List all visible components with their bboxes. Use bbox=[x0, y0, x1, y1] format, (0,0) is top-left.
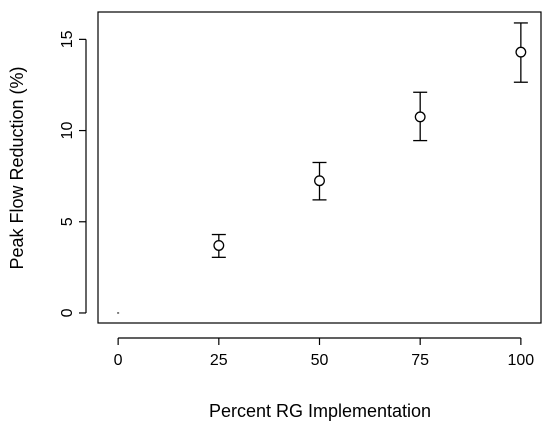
y-tick-label: 10 bbox=[59, 122, 76, 140]
point-marker bbox=[314, 175, 325, 187]
y-axis: 0 5 10 15 bbox=[59, 30, 87, 317]
point-marker bbox=[213, 240, 225, 251]
data-point bbox=[211, 233, 226, 258]
y-tick-label: 5 bbox=[59, 217, 76, 226]
data-point bbox=[513, 22, 528, 83]
point-marker bbox=[414, 111, 426, 123]
x-tick-label: 100 bbox=[508, 352, 535, 369]
y-axis-title: Peak Flow Reduction (%) bbox=[7, 66, 27, 269]
data-points bbox=[117, 22, 528, 314]
x-tick-label: 50 bbox=[311, 352, 329, 369]
plot-frame bbox=[97, 11, 542, 324]
x-tick-label: 0 bbox=[114, 352, 123, 369]
data-point bbox=[312, 161, 327, 201]
y-tick-label: 0 bbox=[59, 308, 76, 317]
data-point bbox=[413, 91, 428, 142]
x-axis: 0 25 50 75 100 bbox=[114, 337, 535, 369]
x-axis-title: Percent RG Implementation bbox=[209, 401, 431, 421]
x-tick-label: 25 bbox=[210, 352, 228, 369]
x-tick-label: 75 bbox=[411, 352, 429, 369]
point-marker bbox=[515, 46, 527, 58]
y-tick-label: 15 bbox=[59, 30, 76, 48]
